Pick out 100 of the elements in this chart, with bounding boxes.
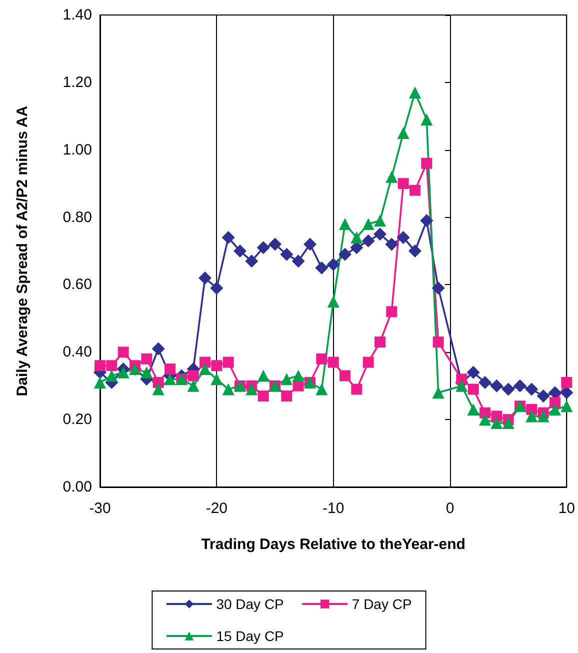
point — [188, 370, 199, 382]
point — [526, 410, 538, 422]
point — [385, 238, 398, 251]
point — [268, 238, 282, 251]
point — [118, 346, 129, 358]
point — [256, 241, 270, 254]
point — [362, 218, 374, 230]
y-tick-label: 0.40 — [62, 344, 92, 361]
point — [466, 366, 480, 379]
point — [106, 360, 118, 372]
point — [397, 127, 410, 139]
point — [491, 410, 502, 422]
point — [432, 282, 445, 295]
point — [456, 374, 468, 385]
point — [408, 86, 421, 99]
point — [490, 379, 504, 392]
point — [362, 234, 375, 248]
point — [502, 382, 515, 396]
point — [292, 380, 304, 392]
point — [210, 373, 223, 386]
point — [140, 366, 153, 378]
x-tick-label: -20 — [206, 500, 228, 517]
x-axis-title: Trading Days Relative to theYear-end — [201, 536, 466, 553]
y-axis-title: Daily Average Spread of A2/P2 minus AA — [14, 106, 31, 396]
point — [328, 356, 339, 368]
y-tick-label: 1.20 — [62, 74, 92, 91]
point — [526, 404, 538, 415]
y-tick-label: 0.80 — [62, 208, 92, 226]
point — [525, 382, 538, 396]
point — [421, 158, 432, 169]
point — [222, 356, 234, 368]
point — [152, 383, 164, 396]
point — [187, 380, 200, 392]
y-tick-label: 0.20 — [62, 411, 92, 428]
point — [467, 403, 480, 416]
point — [548, 403, 561, 416]
point — [560, 400, 573, 412]
point — [398, 178, 409, 190]
point — [117, 366, 130, 378]
x-tick-label: -10 — [322, 500, 344, 517]
point — [198, 271, 212, 284]
point — [374, 336, 386, 348]
point — [152, 342, 165, 356]
point — [152, 376, 164, 388]
point — [350, 232, 363, 244]
point — [351, 384, 362, 395]
point — [210, 282, 224, 295]
point — [280, 248, 294, 261]
x-tick-label: 10 — [558, 500, 575, 517]
point — [316, 383, 328, 396]
point — [303, 238, 316, 251]
point — [292, 254, 305, 268]
point — [164, 373, 176, 386]
point — [409, 184, 420, 196]
point — [548, 386, 562, 400]
point — [327, 296, 340, 308]
point — [94, 360, 106, 372]
y-tick-label: 0.00 — [62, 478, 92, 496]
point — [199, 363, 211, 375]
point — [374, 214, 386, 227]
point — [536, 389, 550, 402]
point — [338, 218, 351, 230]
point — [408, 244, 422, 258]
point — [106, 370, 118, 382]
point — [280, 373, 293, 386]
point — [373, 228, 386, 241]
point — [468, 384, 479, 395]
y-tick-label: 1.40 — [62, 6, 92, 24]
point — [490, 416, 503, 429]
point — [502, 416, 514, 429]
point — [420, 114, 433, 126]
point — [258, 390, 269, 402]
point — [513, 379, 526, 392]
point — [233, 244, 246, 258]
x-tick-label: -30 — [89, 500, 111, 517]
point — [326, 258, 340, 271]
point — [386, 170, 398, 183]
y-tick-label: 1.00 — [62, 141, 92, 158]
x-tick-label: 0 — [446, 500, 454, 517]
point — [560, 386, 574, 400]
point — [561, 376, 572, 388]
point — [478, 414, 491, 426]
point — [339, 370, 350, 382]
point — [549, 397, 560, 408]
point — [246, 383, 258, 396]
point — [316, 353, 328, 364]
point — [432, 386, 444, 399]
point — [164, 364, 176, 374]
point — [292, 370, 304, 382]
point — [386, 306, 398, 318]
point — [281, 390, 292, 402]
legend-label: 15 Day CP — [216, 628, 284, 644]
point — [338, 248, 352, 261]
point — [211, 360, 222, 372]
point — [456, 380, 468, 392]
point — [141, 353, 152, 364]
point — [478, 376, 492, 389]
point — [396, 231, 410, 244]
point — [257, 370, 270, 382]
legend-label: 7 Day CP — [352, 596, 412, 612]
